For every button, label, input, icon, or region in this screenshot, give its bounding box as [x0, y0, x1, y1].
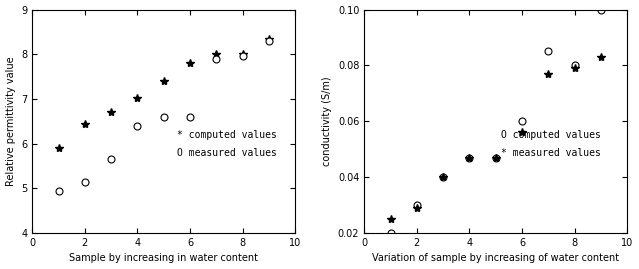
Y-axis label: conductivity (S/m): conductivity (S/m) [322, 76, 332, 166]
Text: * measured values: * measured values [501, 148, 601, 158]
X-axis label: Variation of sample by increasing of water content: Variation of sample by increasing of wat… [372, 253, 619, 263]
Text: O computed values: O computed values [501, 130, 601, 140]
Text: O measured values: O measured values [177, 148, 277, 158]
Y-axis label: Relative permittivity value: Relative permittivity value [6, 56, 15, 186]
X-axis label: Sample by increasing in water content: Sample by increasing in water content [69, 253, 258, 263]
Text: * computed values: * computed values [177, 130, 277, 140]
